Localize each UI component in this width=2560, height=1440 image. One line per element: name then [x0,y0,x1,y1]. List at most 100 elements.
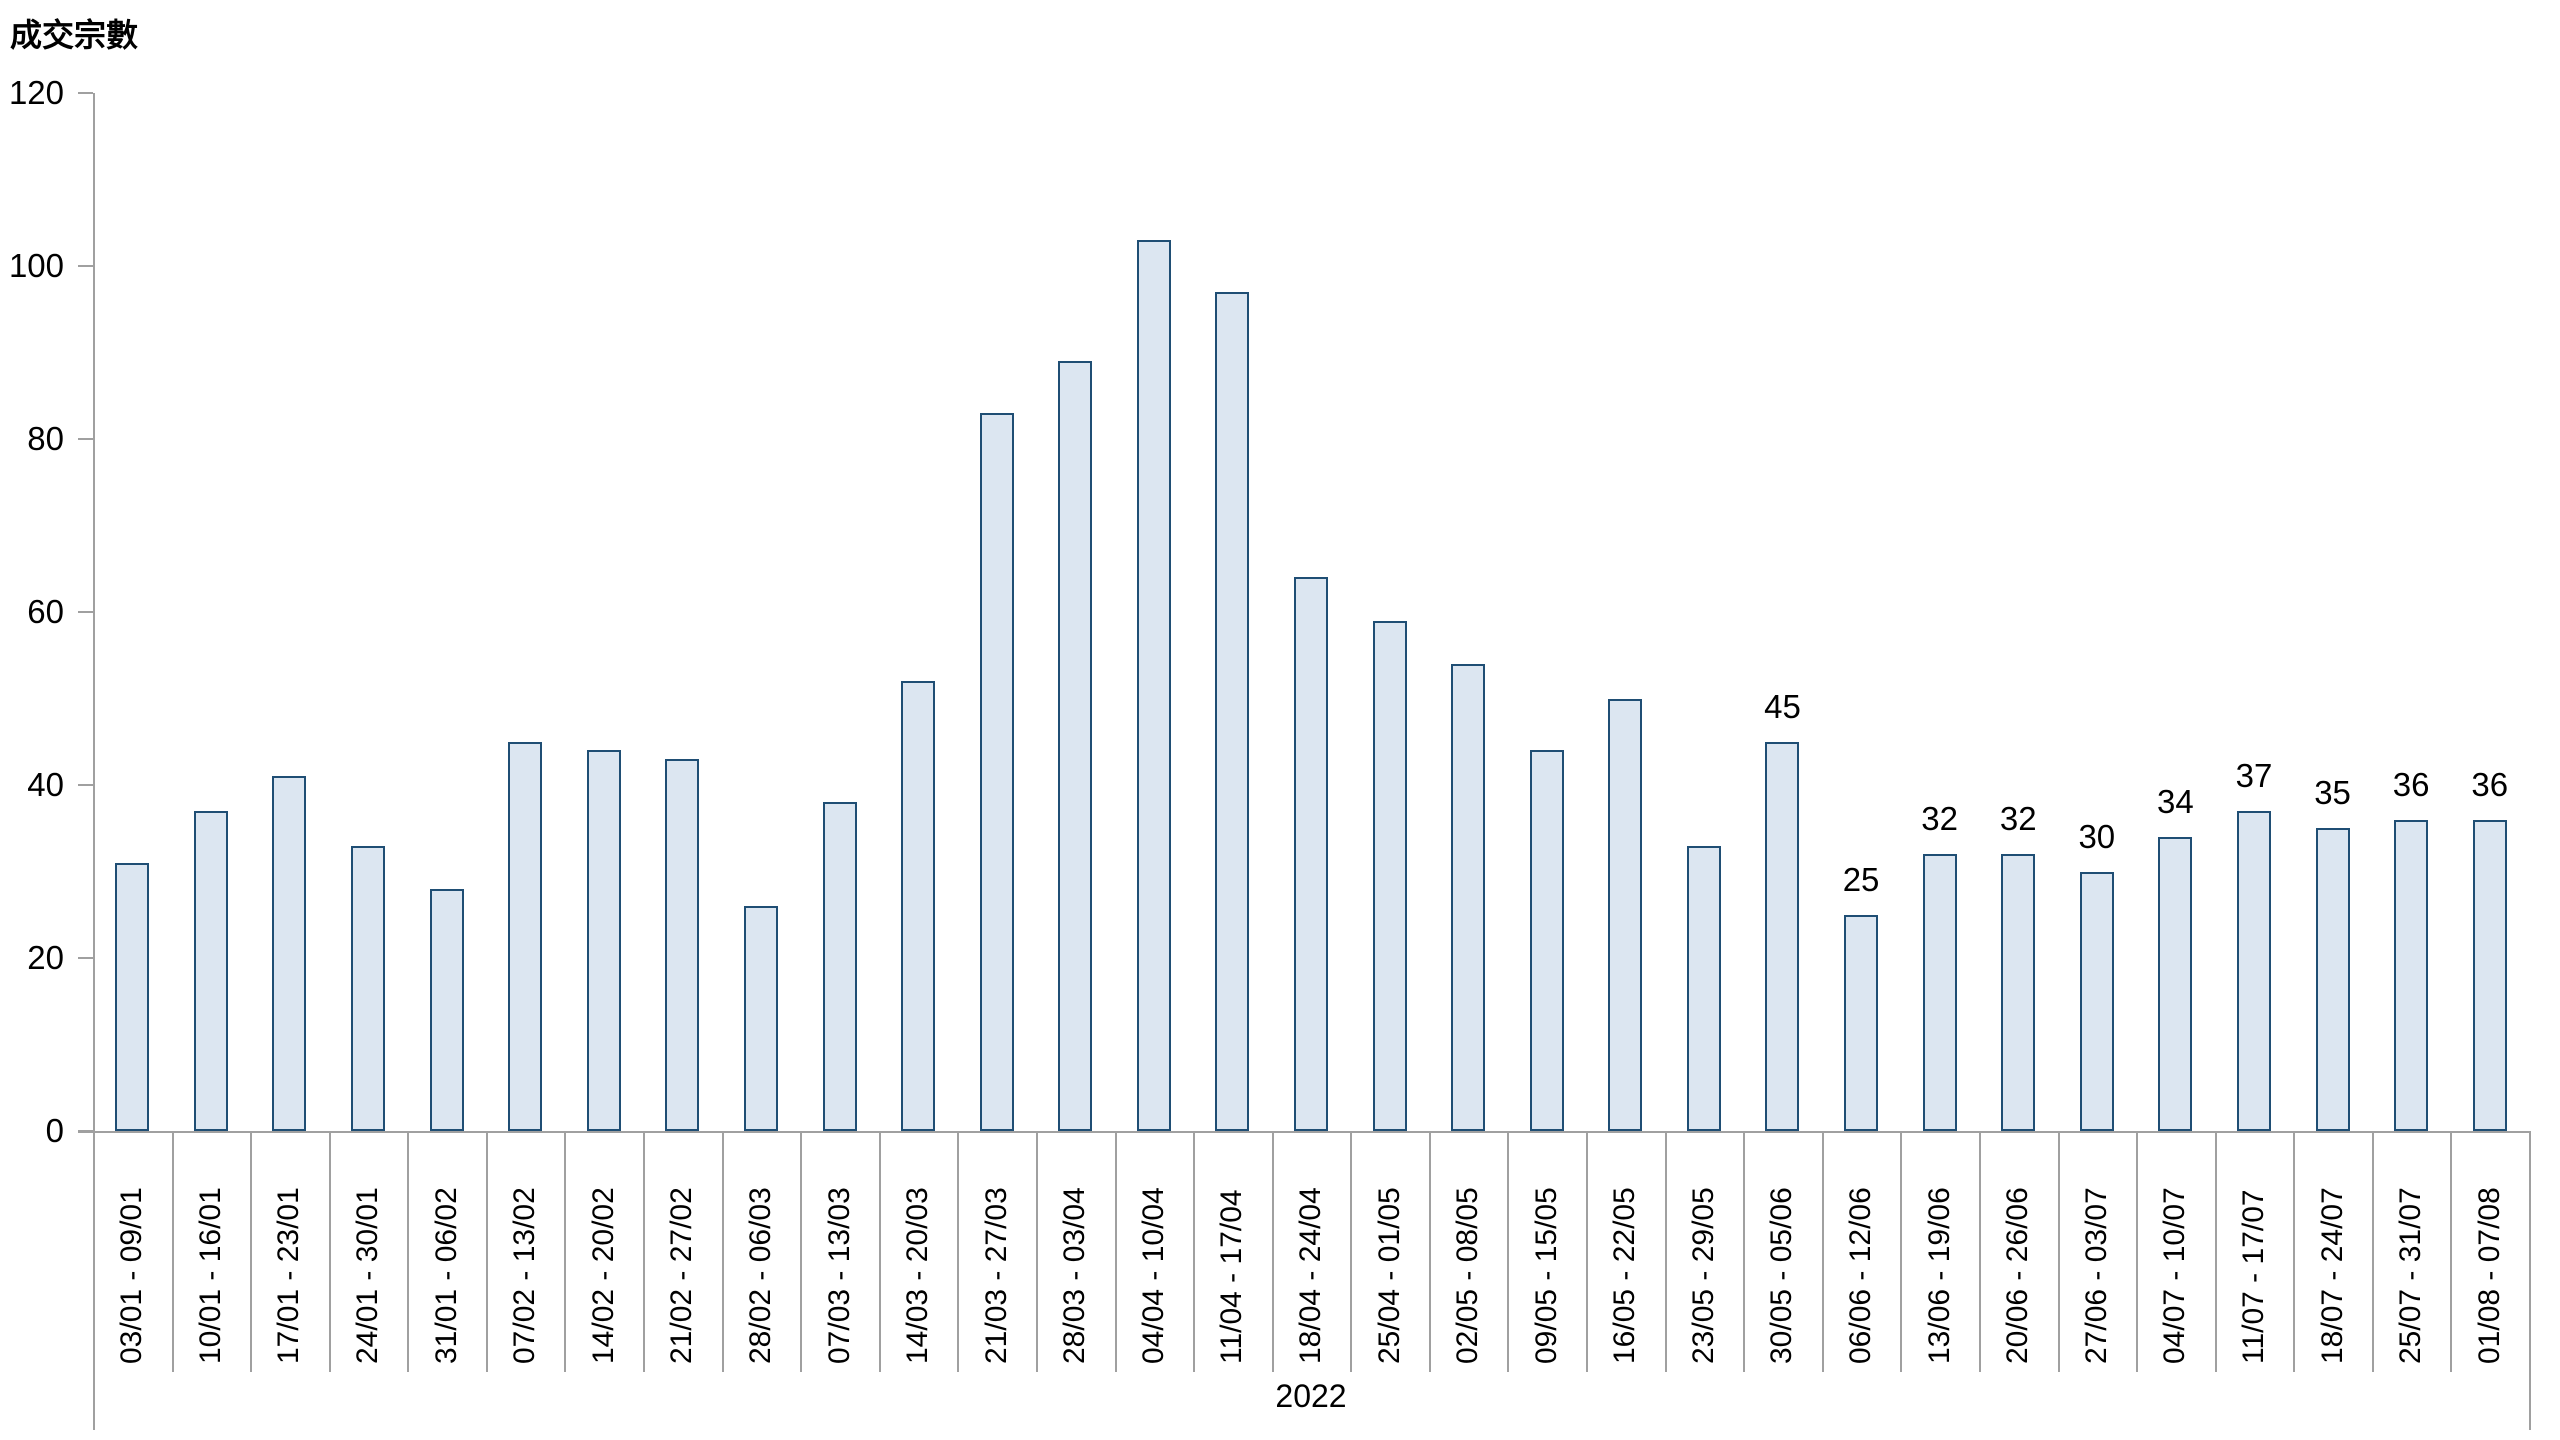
x-axis-tick-label: 25/04 - 01/05 [1372,1187,1406,1364]
x-axis-tick-label: 03/01 - 09/01 [115,1187,149,1364]
bar [1844,914,1879,1131]
category-separator [1428,1131,1431,1372]
category-separator [643,1131,646,1372]
y-axis-tick-label: 80 [27,420,64,457]
y-axis-title: 成交宗數 [10,17,139,53]
category-separator [2293,1131,2296,1372]
x-axis-tick-label: 31/01 - 06/02 [429,1187,463,1364]
category-separator [407,1131,410,1372]
bar [2472,819,2507,1131]
bar-value-label: 37 [2235,756,2273,794]
bar [2158,836,2193,1131]
x-axis-tick-label: 16/05 - 22/05 [1608,1187,1642,1364]
bar [2315,828,2350,1131]
bar [586,750,621,1131]
x-axis-tick-label: 07/02 - 13/02 [508,1187,542,1364]
x-axis-tick-label: 23/05 - 29/05 [1686,1187,1720,1364]
category-separator [250,1131,253,1372]
category-separator [564,1131,567,1372]
y-axis-tick [78,957,93,959]
bar [1136,240,1171,1131]
bar [1765,741,1800,1131]
category-separator [2214,1131,2217,1372]
category-separator [1821,1131,1824,1372]
x-axis-tick-label: 04/07 - 10/07 [2158,1187,2192,1364]
y-axis-tick-label: 0 [45,1112,64,1149]
x-axis-tick-label: 28/03 - 03/04 [1058,1187,1092,1364]
category-separator [800,1131,803,1372]
y-axis-tick [78,92,93,94]
bar-value-label: 36 [2471,765,2509,803]
x-axis-tick-label: 18/07 - 24/07 [2315,1187,2349,1364]
bar [901,681,936,1131]
category-separator [957,1131,960,1372]
y-axis-tick-label: 40 [27,766,64,803]
bar [351,845,386,1131]
x-axis-tick-label: 01/08 - 07/08 [2472,1187,2506,1364]
y-axis-tick [78,438,93,440]
x-axis-tick-label: 30/05 - 05/06 [1765,1187,1799,1364]
bar [1608,698,1643,1131]
x-axis-tick-label: 21/02 - 27/02 [665,1187,699,1364]
x-axis-line [78,1131,2531,1133]
category-separator [171,1131,174,1372]
y-axis-tick [78,1130,93,1132]
bar [2001,854,2036,1131]
category-separator [1900,1131,1903,1372]
bar-value-label: 32 [1999,800,2037,838]
category-separator [1193,1131,1196,1372]
category-separator [878,1131,881,1372]
x-axis-tick-label: 10/01 - 16/01 [193,1187,227,1364]
bar [193,810,228,1131]
category-separator [2371,1131,2374,1372]
axis-right-end-line [2529,1131,2531,1430]
category-separator [2450,1131,2453,1372]
bar [2079,871,2114,1131]
category-separator [1586,1131,1589,1372]
bar [1294,577,1328,1131]
x-axis-tick-label: 06/06 - 12/06 [1844,1187,1878,1364]
bar-value-label: 36 [2392,765,2430,803]
bar [979,413,1014,1131]
x-axis-tick-label: 18/04 - 24/04 [1294,1187,1327,1364]
x-axis-tick-label: 28/02 - 06/03 [743,1187,777,1364]
y-axis-tick-label: 100 [8,247,64,284]
bar [2236,810,2271,1131]
y-axis-line [93,93,95,1430]
x-axis-tick-label: 24/01 - 30/01 [351,1187,385,1364]
bar [1215,291,1250,1131]
category-separator [1664,1131,1667,1372]
x-axis-tick-label: 14/03 - 20/03 [901,1187,935,1364]
bar [1686,845,1721,1131]
bar [822,802,857,1131]
x-axis-tick-label: 27/06 - 03/07 [2079,1187,2113,1364]
x-axis-tick-label: 17/01 - 23/01 [272,1187,306,1364]
y-axis-tick-label: 60 [27,593,64,630]
y-axis-tick [78,265,93,267]
x-axis-tick-label: 13/06 - 19/06 [1922,1187,1956,1364]
x-axis-tick-label: 07/03 - 13/03 [822,1187,856,1364]
bar [1372,620,1407,1131]
x-axis-tick-label: 11/07 - 17/07 [2236,1189,2270,1364]
category-separator [1978,1131,1981,1372]
category-separator [1743,1131,1746,1372]
x-axis-year-label: 2022 [1275,1378,1347,1414]
category-separator [2136,1131,2139,1372]
y-axis-tick [78,611,93,613]
bar-value-label: 25 [1842,860,1880,898]
bar [115,862,150,1131]
bar [1922,854,1957,1131]
y-axis-tick-label: 20 [27,939,64,976]
category-separator [1350,1131,1353,1372]
category-separator [2057,1131,2060,1372]
x-axis-tick-label: 02/05 - 08/05 [1451,1187,1485,1364]
x-axis-tick-label: 25/07 - 31/07 [2394,1187,2428,1364]
category-separator [328,1131,331,1372]
bar [1529,750,1564,1131]
bar-value-label: 30 [2078,817,2116,855]
x-axis-tick-label: 21/03 - 27/03 [979,1187,1013,1364]
bar [272,776,307,1131]
bar [743,906,778,1131]
x-axis-tick-label: 20/06 - 26/06 [2001,1187,2035,1364]
